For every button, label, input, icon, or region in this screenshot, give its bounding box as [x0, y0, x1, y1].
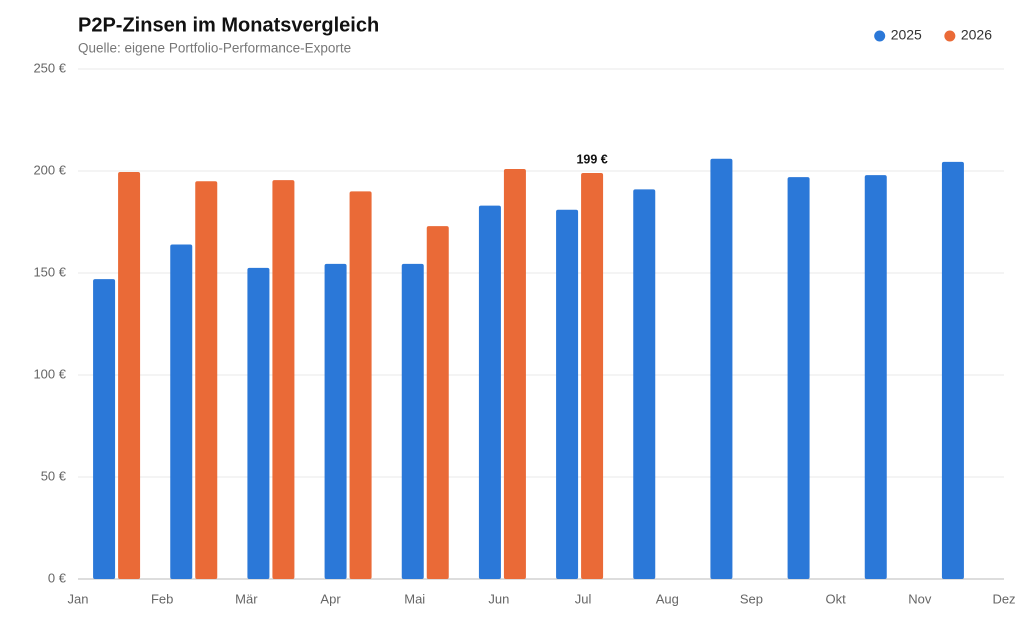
- y-tick-label: 150 €: [33, 264, 66, 279]
- value-label: 199 €: [576, 152, 607, 166]
- bar: [426, 226, 449, 579]
- chart-subtitle: Quelle: eigene Portfolio-Performance-Exp…: [78, 41, 351, 56]
- bar: [581, 173, 604, 580]
- bar: [324, 263, 347, 579]
- x-tick-label: Jan: [68, 591, 89, 606]
- bar: [633, 189, 656, 580]
- x-tick-label: Jul: [575, 591, 592, 606]
- bar: [118, 172, 141, 579]
- bar: [864, 175, 887, 579]
- bar: [503, 168, 526, 579]
- y-tick-label: 200 €: [33, 162, 66, 177]
- x-tick-label: Jun: [488, 591, 509, 606]
- chart-title: P2P-Zinsen im Monatsvergleich: [78, 14, 379, 36]
- bar: [272, 180, 295, 579]
- y-tick-label: 50 €: [41, 468, 67, 483]
- x-tick-label: Apr: [320, 591, 341, 606]
- bar: [401, 263, 424, 579]
- bar: [93, 279, 116, 579]
- x-tick-label: Nov: [908, 591, 932, 606]
- legend-label: 2025: [891, 27, 922, 43]
- bar: [941, 161, 964, 579]
- x-tick-label: Aug: [656, 591, 679, 606]
- y-tick-label: 0 €: [48, 570, 67, 585]
- y-tick-label: 100 €: [33, 366, 66, 381]
- bar: [247, 267, 270, 579]
- bar: [349, 191, 372, 579]
- legend-swatch: [944, 30, 956, 42]
- x-tick-label: Mai: [404, 591, 425, 606]
- bar: [170, 244, 193, 579]
- bar: [556, 209, 579, 579]
- bar: [710, 158, 733, 579]
- y-tick-label: 250 €: [33, 60, 66, 75]
- legend-label: 2026: [961, 27, 992, 43]
- x-tick-label: Dez: [992, 591, 1015, 606]
- x-tick-label: Okt: [826, 591, 847, 606]
- x-tick-label: Mär: [235, 591, 258, 606]
- bar: [195, 181, 218, 579]
- x-tick-label: Sep: [740, 591, 763, 606]
- bar: [478, 205, 501, 579]
- legend-swatch: [874, 30, 886, 42]
- bar: [787, 177, 810, 579]
- x-tick-label: Feb: [151, 591, 173, 606]
